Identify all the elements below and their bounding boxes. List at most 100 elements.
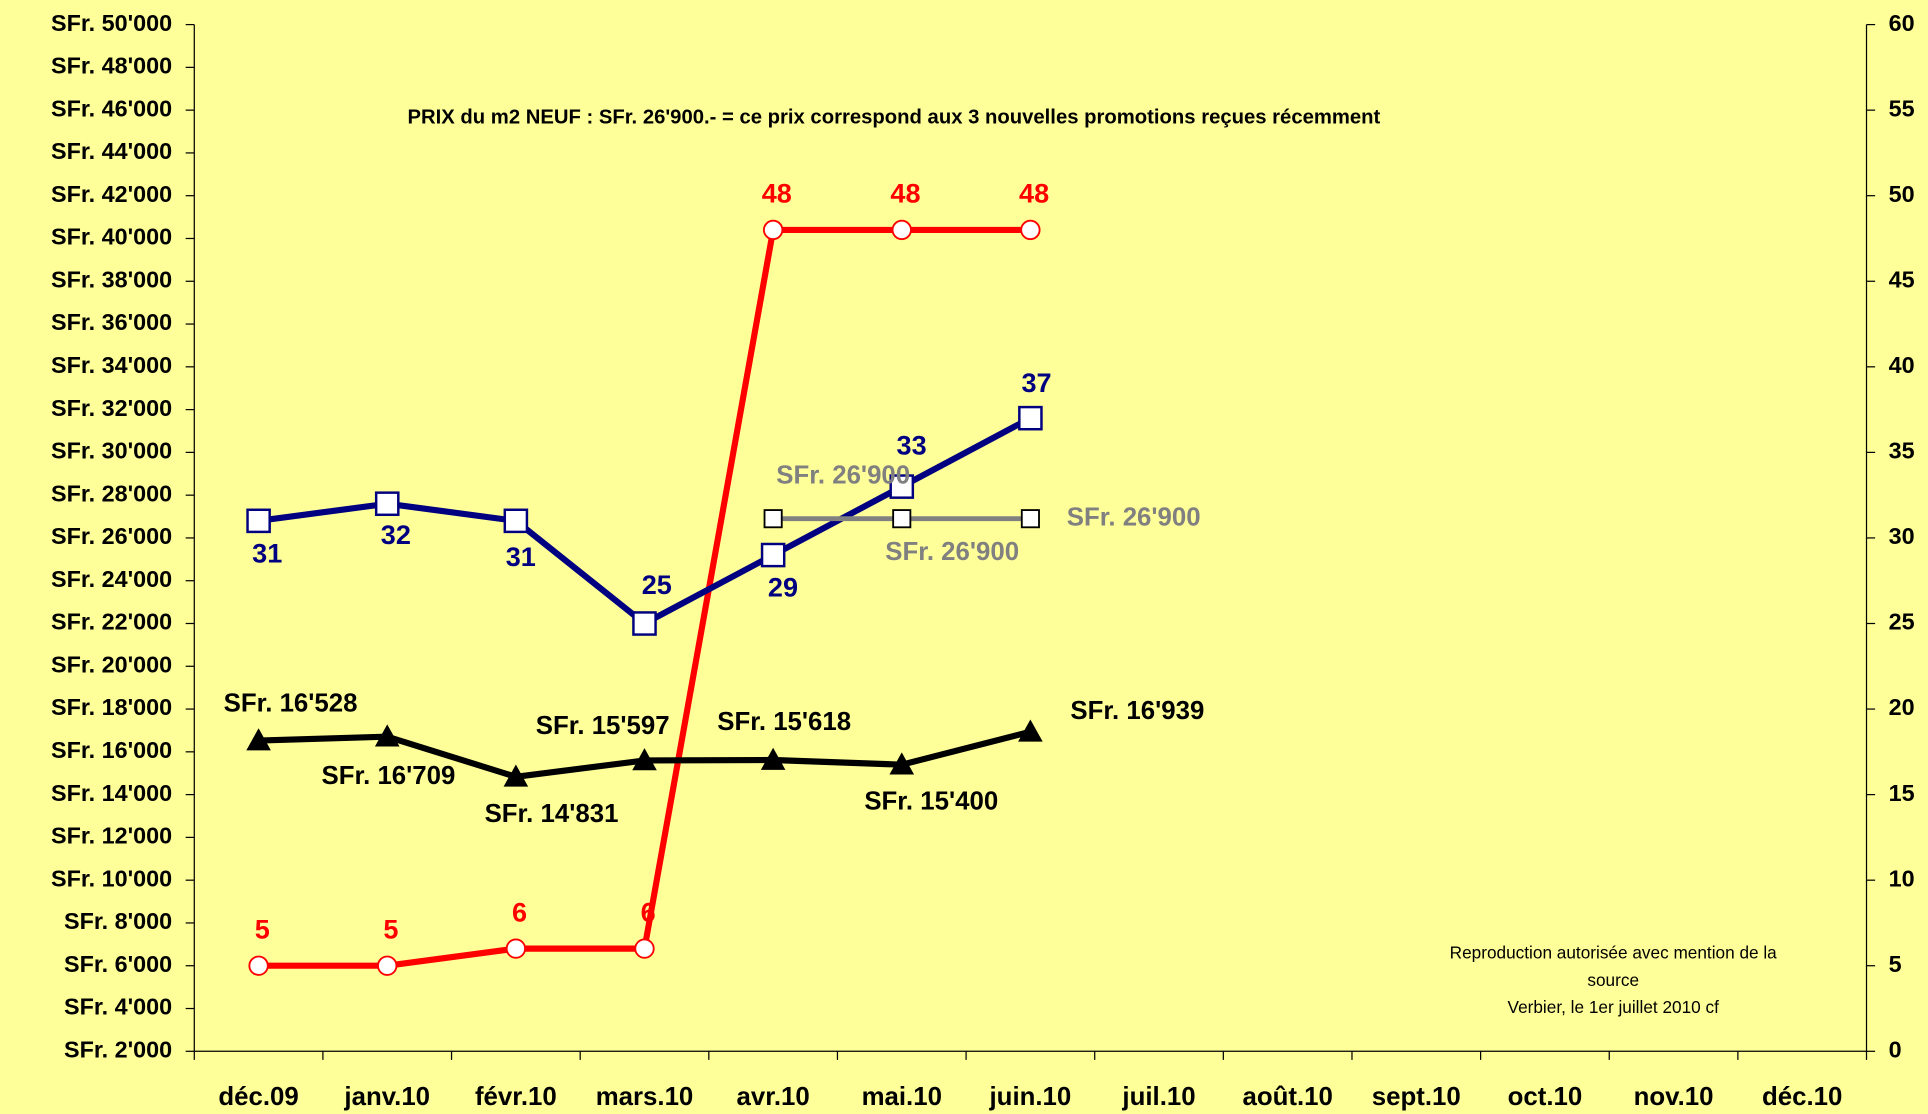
x-tick-label: janv.10: [343, 1083, 430, 1111]
y-tick-label: SFr. 16'000: [51, 737, 172, 763]
x-tick-label: mai.10: [862, 1083, 942, 1111]
x-tick-label: mars.10: [596, 1083, 694, 1111]
y-tick-label: SFr. 32'000: [51, 395, 172, 421]
marker: [377, 955, 398, 976]
data-label: SFr. 16'528: [224, 690, 358, 718]
y-tick-label: SFr. 38'000: [51, 266, 172, 292]
x-tick-label: févr.10: [475, 1083, 557, 1111]
footnote: source: [1587, 970, 1639, 990]
marker: [505, 938, 527, 959]
y2-tick-label: 30: [1889, 523, 1915, 549]
data-label: 48: [890, 179, 920, 209]
data-label: SFr. 16'939: [1070, 697, 1204, 725]
y-tick-label: SFr. 46'000: [51, 95, 172, 121]
y-tick-label: SFr. 48'000: [51, 53, 172, 79]
data-label: 6: [512, 897, 527, 927]
marker: [246, 508, 271, 534]
data-label: SFr. 15'618: [717, 708, 851, 736]
y-tick-label: SFr. 50'000: [51, 10, 172, 36]
marker: [889, 752, 915, 775]
footnote: Verbier, le 1er juillet 2010 cf: [1508, 997, 1720, 1017]
y2-tick-label: 5: [1889, 951, 1902, 977]
marker: [1020, 219, 1041, 241]
data-label: SFr. 15'400: [864, 788, 998, 816]
y-tick-label: SFr. 42'000: [51, 181, 172, 207]
x-tick-label: juil.10: [1121, 1083, 1195, 1111]
x-tick-label: déc.09: [218, 1083, 298, 1111]
y2-tick-label: 50: [1889, 181, 1915, 207]
data-label: 31: [252, 538, 282, 568]
data-label: 29: [768, 573, 798, 603]
data-label: 31: [506, 542, 536, 572]
annotation: PRIX du m2 NEUF : SFr. 26'900.- = ce pri…: [407, 106, 1380, 128]
y2-tick-label: 60: [1889, 10, 1915, 36]
y-tick-label: SFr. 22'000: [51, 609, 172, 635]
footnote: Reproduction autorisée avec mention de l…: [1450, 943, 1777, 963]
y-tick-label: SFr. 4'000: [64, 994, 172, 1020]
x-tick-label: oct.10: [1508, 1083, 1583, 1111]
data-label: 33: [897, 430, 927, 460]
y2-tick-label: 10: [1889, 865, 1915, 891]
marker: [1018, 405, 1043, 431]
marker: [891, 219, 912, 241]
y-tick-label: SFr. 24'000: [51, 566, 172, 592]
y2-tick-label: 35: [1889, 438, 1915, 464]
y-tick-label: SFr. 30'000: [51, 438, 172, 464]
y-tick-label: SFr. 18'000: [51, 694, 172, 720]
data-label: SFr. 26'900: [1067, 504, 1201, 532]
marker: [246, 728, 271, 751]
y-tick-label: SFr. 14'000: [51, 780, 172, 806]
data-label: SFr. 26'900: [885, 538, 1019, 566]
y2-tick-label: 0: [1889, 1036, 1902, 1062]
y2-tick-label: 25: [1889, 609, 1915, 635]
y-tick-label: SFr. 2'000: [64, 1036, 172, 1062]
marker: [503, 508, 529, 534]
y-tick-label: SFr. 10'000: [51, 865, 172, 891]
y-tick-label: SFr. 40'000: [51, 224, 172, 250]
y2-tick-label: 45: [1889, 266, 1915, 292]
y2-tick-label: 55: [1889, 95, 1915, 121]
x-tick-label: déc.10: [1762, 1083, 1842, 1111]
data-label: 37: [1021, 368, 1051, 398]
y-tick-label: SFr. 28'000: [51, 480, 172, 506]
marker: [374, 491, 400, 517]
marker: [762, 219, 784, 241]
data-label: 48: [762, 179, 792, 209]
data-label: 48: [1019, 179, 1049, 209]
y-tick-label: SFr. 44'000: [51, 138, 172, 164]
y-tick-label: SFr. 12'000: [51, 823, 172, 849]
y-tick-label: SFr. 20'000: [51, 651, 172, 677]
data-label: 5: [255, 914, 270, 944]
marker: [760, 542, 786, 568]
marker: [503, 764, 529, 787]
marker: [889, 474, 915, 499]
marker: [892, 509, 912, 529]
x-tick-label: avr.10: [737, 1083, 810, 1111]
marker: [634, 938, 655, 959]
x-tick-label: août.10: [1242, 1083, 1332, 1111]
y-tick-label: SFr. 36'000: [51, 309, 172, 335]
x-tick-label: sept.10: [1372, 1083, 1461, 1111]
data-label: SFr. 15'597: [536, 712, 670, 740]
marker: [374, 724, 400, 747]
plot-area: [194, 24, 1867, 1052]
marker: [763, 509, 783, 529]
y2-tick-label: 20: [1889, 694, 1915, 720]
data-label: 6: [641, 897, 656, 927]
marker: [760, 747, 786, 770]
data-label: SFr. 16'709: [322, 762, 456, 790]
marker: [632, 748, 657, 771]
data-label: 25: [642, 570, 672, 600]
data-label: 32: [381, 520, 411, 550]
marker: [632, 611, 657, 636]
y-tick-label: SFr. 34'000: [51, 352, 172, 378]
y-tick-label: SFr. 6'000: [64, 951, 172, 977]
y2-tick-label: 40: [1889, 352, 1915, 378]
data-label: SFr. 14'831: [485, 800, 619, 828]
x-tick-label: nov.10: [1634, 1083, 1714, 1111]
y-tick-label: SFr. 26'000: [51, 523, 172, 549]
y-tick-label: SFr. 8'000: [64, 908, 172, 934]
x-tick-label: juin.10: [989, 1083, 1072, 1111]
y2-tick-label: 15: [1889, 780, 1915, 806]
